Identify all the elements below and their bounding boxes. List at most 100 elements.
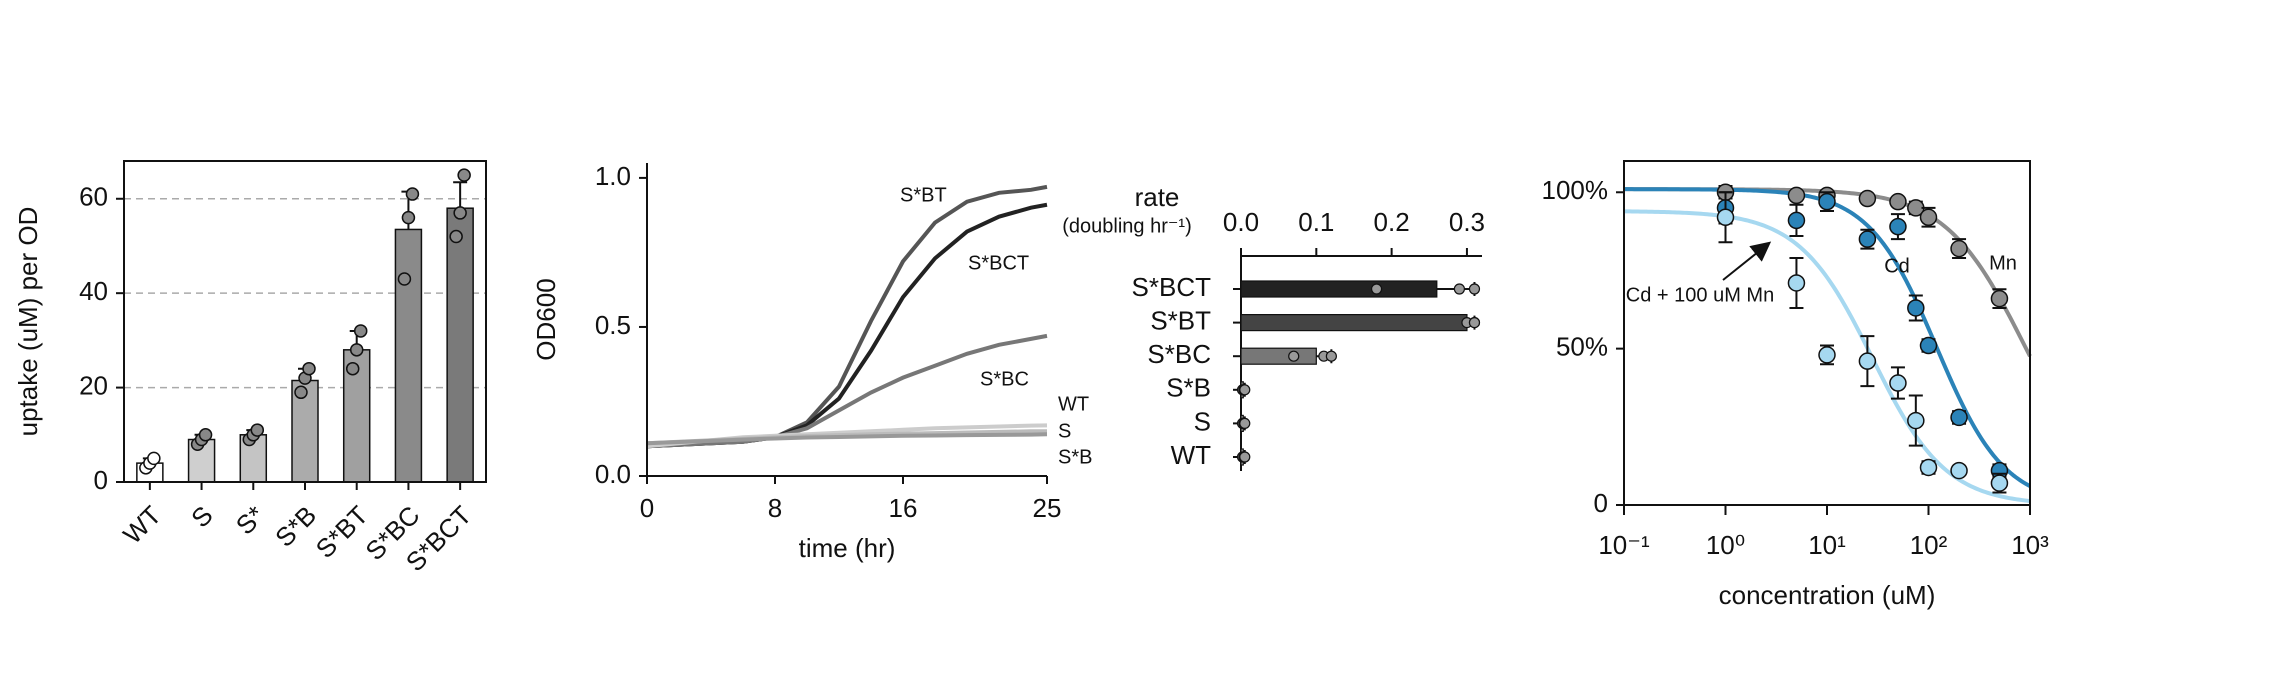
x-axis-label: concentration (uM) <box>1719 580 1936 610</box>
y-tick-label: 1.0 <box>595 161 631 191</box>
data-point <box>1239 417 1251 429</box>
data-point <box>1858 352 1877 370</box>
data-point <box>1239 451 1251 463</box>
y-tick-label: 100% <box>1542 175 1609 205</box>
y-tick-label: S*B <box>1166 373 1211 403</box>
data-point <box>349 343 364 357</box>
series-label: S*BT <box>900 184 947 206</box>
data-point <box>1787 274 1806 292</box>
data-point <box>1858 230 1877 248</box>
data-point <box>302 361 316 376</box>
y-tick-label: 60 <box>79 182 108 212</box>
data-point <box>405 187 420 201</box>
data-point <box>1468 317 1481 329</box>
error-bar <box>453 181 468 209</box>
y-tick-label: WT <box>1171 440 1212 470</box>
series-label: Mn <box>1989 252 2017 274</box>
data-point <box>1919 336 1938 355</box>
plot-frame <box>1623 160 2031 506</box>
y-tick-label: S*BC <box>1147 339 1211 369</box>
series-label: Cd <box>1884 255 1910 277</box>
growth-curve <box>646 333 1048 449</box>
data-point <box>1468 283 1481 295</box>
x-tick-label: 0.2 <box>1374 207 1410 237</box>
x-tick-label: 10⁻¹ <box>1598 530 1650 560</box>
y-tick-label: 40 <box>79 276 108 306</box>
y-tick-label: 0 <box>1594 488 1608 518</box>
data-point <box>353 324 368 338</box>
y-tick-label: S*BCT <box>1132 272 1212 302</box>
data-point <box>294 385 308 400</box>
x-axis-label: time (hr) <box>799 533 896 563</box>
chart-subtitle: (doubling hr⁻¹) <box>1062 215 1192 237</box>
data-point <box>1950 461 1968 480</box>
fit-curve <box>1623 187 2031 488</box>
data-point <box>397 272 412 286</box>
series-label: Cd + 100 uM Mn <box>1626 284 1774 306</box>
data-point <box>147 451 161 466</box>
data-point <box>250 423 265 437</box>
y-tick-label: 0.5 <box>595 310 631 340</box>
y-tick-label: S <box>1194 406 1211 436</box>
x-tick-label: 0.3 <box>1449 207 1485 237</box>
data-point <box>1950 408 1968 427</box>
growth-curve <box>646 432 1048 446</box>
plot-frame <box>123 160 487 483</box>
data-point <box>1858 189 1877 208</box>
x-tick-label: 0 <box>640 493 654 523</box>
data-point <box>401 210 416 225</box>
data-point <box>1818 346 1836 364</box>
bar <box>1240 280 1438 298</box>
data-point <box>1889 192 1907 211</box>
x-tick-label: 0.0 <box>1223 207 1259 237</box>
data-point <box>1325 350 1337 362</box>
axes <box>646 163 1047 477</box>
data-point <box>449 229 463 244</box>
y-tick-label: 0 <box>94 465 108 495</box>
y-axis-label: OD600 <box>531 278 561 360</box>
annotation-arrow <box>1722 241 1772 281</box>
data-point <box>1370 283 1383 295</box>
bar <box>1240 314 1468 332</box>
fit-curve <box>1623 209 2031 504</box>
y-tick-label: S*BT <box>1150 305 1211 335</box>
x-tick-label: 25 <box>1033 493 1062 523</box>
data-point <box>1990 474 2009 492</box>
data-point <box>1889 217 1907 236</box>
series-label: S*BC <box>980 368 1029 390</box>
data-point <box>1950 239 1968 258</box>
data-point <box>1907 299 1925 317</box>
x-tick-label: 10⁰ <box>1706 530 1745 560</box>
x-tick-label: WT <box>117 500 167 550</box>
data-point <box>1889 374 1907 392</box>
data-point <box>1907 411 1925 430</box>
x-tick-label: 10³ <box>2011 530 2049 560</box>
series-label: WT <box>1058 393 1089 415</box>
series-label: S <box>1058 420 1071 442</box>
x-tick-label: S*BT <box>310 500 374 564</box>
y-tick-label: 20 <box>79 370 108 400</box>
data-point <box>453 206 467 220</box>
x-tick-label: S <box>185 500 218 533</box>
bar <box>1240 347 1317 365</box>
data-point <box>457 168 471 182</box>
series-label: S*BCT <box>968 252 1029 274</box>
x-tick-label: 10² <box>1910 530 1948 560</box>
data-point <box>345 361 360 376</box>
data-point <box>198 428 213 442</box>
y-tick-label: 0.0 <box>595 459 631 489</box>
data-point <box>1288 350 1300 362</box>
series-label: S*B <box>1058 446 1092 468</box>
data-point <box>1818 192 1836 211</box>
data-point <box>1787 211 1806 230</box>
x-tick-label: 10¹ <box>1808 530 1846 560</box>
chart-title: rate <box>1135 182 1180 212</box>
bar <box>446 207 474 483</box>
growth-curve <box>646 202 1048 449</box>
data-point <box>1919 458 1938 477</box>
x-tick-label: S* <box>230 500 271 541</box>
x-tick-label: 0.1 <box>1298 207 1334 237</box>
x-tick-label: 16 <box>889 493 918 523</box>
data-point <box>1239 384 1251 396</box>
